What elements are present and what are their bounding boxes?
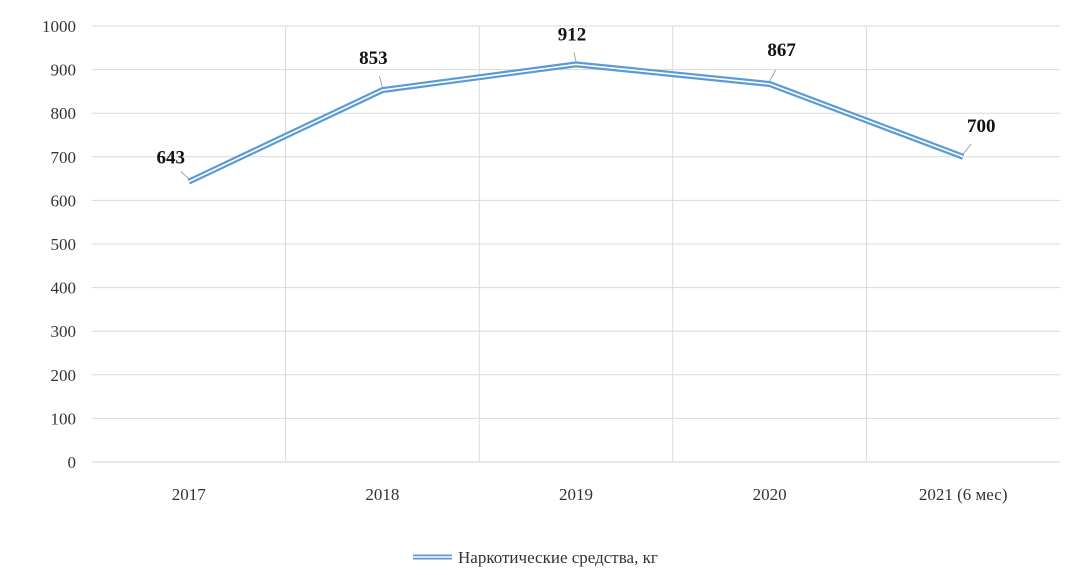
data-label-leader [573, 52, 577, 62]
x-tick-label: 2017 [172, 485, 207, 504]
series-layer [187, 61, 965, 185]
data-label-leader [962, 143, 972, 155]
y-tick-label: 200 [51, 366, 77, 385]
y-tick-label: 800 [51, 104, 77, 123]
axis-layer: 0 100 200 300 400 500 600 700 800 900 1000 2017 2018… [42, 17, 1060, 504]
series-line [187, 61, 965, 185]
data-label-layer: 643 853 912 867 700 [157, 24, 996, 180]
data-label-leader [378, 75, 383, 88]
series-line-inner [188, 63, 964, 183]
data-label: 853 [359, 48, 388, 69]
x-tick-label: 2020 [753, 485, 787, 504]
y-tick-label: 1000 [42, 17, 76, 36]
data-label: 700 [967, 116, 996, 137]
x-tick-label: 2019 [559, 485, 593, 504]
y-tick-label: 500 [51, 235, 77, 254]
legend: Наркотические средства, кг [413, 548, 658, 567]
data-label: 643 [157, 148, 186, 169]
y-tick-label: 400 [51, 279, 77, 298]
data-label: 867 [767, 40, 796, 61]
x-tick-label: 2018 [365, 485, 399, 504]
legend-label: Наркотические средства, кг [458, 548, 658, 567]
grid-layer [92, 25, 1060, 462]
data-label: 912 [558, 24, 587, 45]
y-tick-label: 600 [51, 191, 77, 210]
y-tick-label: 700 [51, 148, 77, 167]
x-tick-label: 2021 (6 мес) [919, 485, 1008, 504]
y-tick-label: 100 [51, 409, 77, 428]
y-tick-label: 0 [68, 453, 77, 472]
y-tick-label: 900 [51, 61, 77, 80]
data-label-leader [180, 171, 190, 180]
y-tick-label: 300 [51, 322, 77, 341]
data-label-leader [769, 69, 777, 82]
